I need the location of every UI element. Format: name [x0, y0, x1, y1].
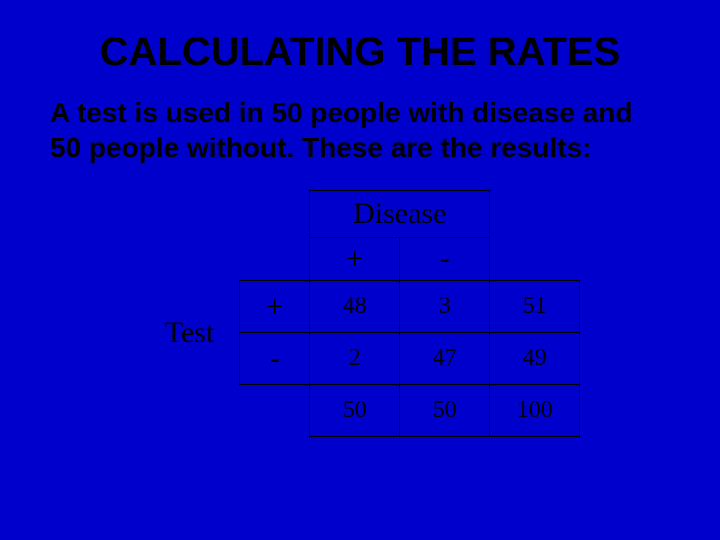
slide-title: CALCULATING THE RATES	[50, 30, 670, 75]
cell-fn: 2	[310, 333, 400, 385]
cell-tp: 48	[310, 281, 400, 333]
cell-tn: 47	[400, 333, 490, 385]
disease-header: Disease	[310, 191, 490, 238]
empty-cell	[240, 385, 310, 437]
col-sign-minus: -	[400, 238, 490, 281]
empty-cell	[140, 191, 240, 238]
col-sign-plus: +	[310, 238, 400, 281]
table-wrapper: Disease + - Test + 48 3 51 - 2 47	[50, 190, 670, 437]
row-sign-plus: +	[240, 281, 310, 333]
empty-cell	[140, 385, 240, 437]
test-label: Test	[140, 281, 240, 385]
row1-total: 51	[490, 281, 580, 333]
empty-cell	[490, 191, 580, 238]
slide-description: A test is used in 50 people with disease…	[50, 95, 670, 165]
cell-fp: 3	[400, 281, 490, 333]
empty-cell	[240, 238, 310, 281]
empty-cell	[240, 191, 310, 238]
slide: CALCULATING THE RATES A test is used in …	[0, 0, 720, 540]
row-sign-minus: -	[240, 333, 310, 385]
contingency-table: Disease + - Test + 48 3 51 - 2 47	[140, 190, 581, 437]
col2-total: 50	[400, 385, 490, 437]
col1-total: 50	[310, 385, 400, 437]
empty-cell	[490, 238, 580, 281]
empty-cell	[140, 238, 240, 281]
grand-total: 100	[490, 385, 580, 437]
row2-total: 49	[490, 333, 580, 385]
